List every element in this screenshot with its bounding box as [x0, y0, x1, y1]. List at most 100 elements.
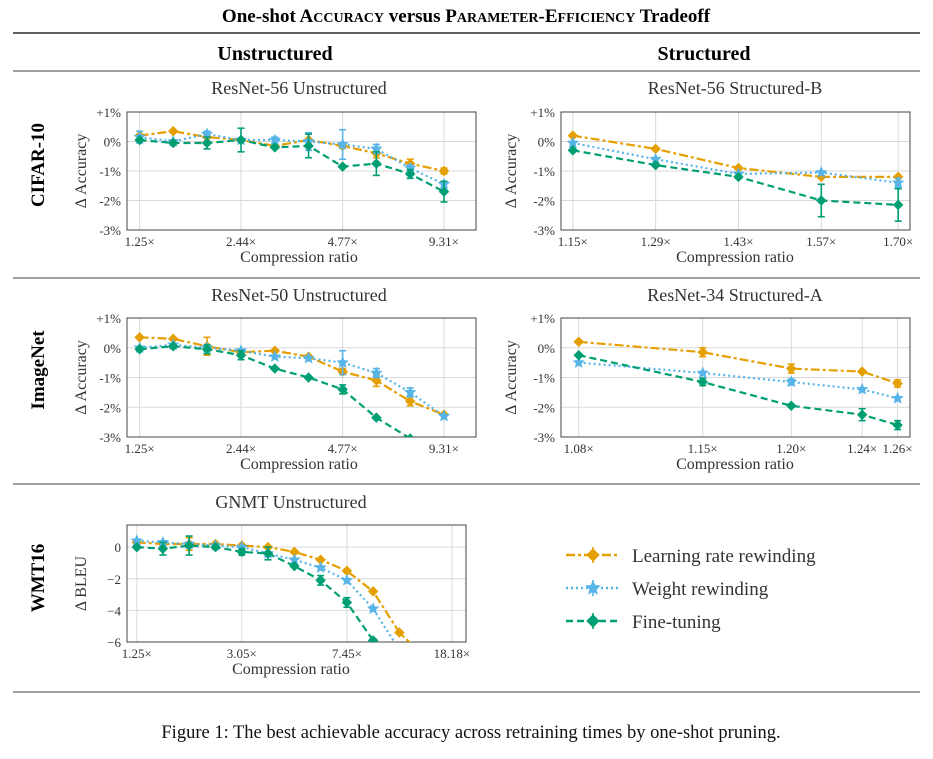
data-point: [650, 143, 661, 155]
data-point: [406, 433, 415, 437]
plot-frame: [560, 317, 911, 438]
x-axis-label: Compression ratio: [240, 456, 358, 473]
data-point: [303, 372, 314, 383]
data-point: [134, 331, 145, 343]
data-point: [269, 363, 281, 374]
y-tick-label: −6: [107, 635, 121, 650]
y-tick-label: −4: [107, 603, 121, 618]
data-point: [314, 561, 327, 574]
data-point: [336, 137, 349, 150]
series-line-1: [136, 541, 411, 642]
data-point: [236, 546, 248, 558]
x-tick-label: 1.57×: [806, 234, 836, 249]
y-tick-label: -2%: [99, 194, 121, 209]
legend-item-1: Learning rate rewinding: [566, 546, 816, 567]
data-point: [269, 142, 281, 153]
x-axis-label: Compression ratio: [232, 661, 350, 678]
data-point: [167, 137, 179, 149]
data-point: [367, 635, 379, 642]
series-line-2: [139, 132, 445, 186]
y-tick-label: 0%: [104, 135, 122, 150]
plot-frame: [126, 524, 467, 643]
legend-item-3: Fine-tuning: [566, 612, 721, 633]
data-point: [268, 350, 282, 363]
data-point: [341, 597, 353, 608]
data-point: [438, 165, 450, 177]
data-point: [697, 376, 709, 388]
legend-label: Learning rate rewinding: [632, 546, 816, 567]
x-axis-label: Compression ratio: [676, 249, 794, 266]
y-tick-label: -2%: [99, 400, 121, 415]
series-line-3: [139, 138, 445, 193]
y-tick-label: 0%: [104, 341, 122, 356]
y-tick-label: -3%: [533, 430, 555, 445]
chart-panel-2: 1.15× 1.29× 1.43× 1.57× 1.70× -3% -2% -1% 0% +1% R…: [503, 78, 913, 266]
x-tick-label: 1.25×: [125, 441, 155, 456]
data-point: [404, 395, 416, 407]
legend-swatch-marker: [585, 579, 601, 595]
data-point: [315, 574, 326, 586]
series-line-3: [578, 354, 898, 427]
data-point: [336, 355, 349, 369]
legend: Learning rate rewinding Weight rewinding F…: [566, 546, 816, 633]
x-tick-label: 9.31×: [429, 234, 459, 249]
data-point: [367, 586, 379, 597]
series-group: [566, 130, 905, 222]
data-point: [201, 343, 213, 355]
y-tick-label: −2: [107, 572, 121, 587]
legend-swatch-marker: [586, 548, 600, 562]
data-point: [134, 134, 145, 146]
chart-panels: 1.25× 2.44× 4.77× 9.31× -3% -2% -1% 0% +1% ResNet…: [73, 78, 913, 679]
x-tick-label: 1.20×: [776, 441, 806, 456]
chart-title: ResNet-56 Structured-B: [648, 78, 822, 98]
plot-frame: [126, 111, 477, 231]
data-point: [421, 653, 431, 663]
data-point: [403, 385, 417, 398]
series-line-2: [572, 141, 899, 184]
legend-swatch-marker: [586, 614, 600, 628]
series-line-1: [139, 336, 445, 416]
x-tick-label: 1.15×: [688, 441, 718, 456]
data-point: [572, 355, 586, 369]
series-group: [130, 534, 431, 679]
data-point: [302, 351, 315, 364]
data-point: [157, 543, 169, 555]
data-point: [696, 366, 710, 379]
x-tick-label: 3.05×: [227, 646, 257, 661]
y-axis-label: Δ BLEU: [73, 555, 90, 611]
data-point: [394, 627, 405, 638]
data-point: [421, 669, 431, 679]
y-tick-label: -3%: [533, 223, 555, 238]
col-header-structured: Structured: [658, 43, 751, 65]
legend-label: Fine-tuning: [632, 612, 721, 633]
data-point: [337, 161, 348, 172]
data-point: [856, 409, 868, 421]
x-tick-label: 18.18×: [434, 646, 471, 661]
chart-title: ResNet-50 Unstructured: [211, 285, 386, 305]
x-tick-label: 1.15×: [558, 234, 588, 249]
y-tick-label: -1%: [533, 371, 555, 386]
plot-frame: [560, 111, 911, 231]
data-point: [366, 602, 380, 615]
x-tick-label: 9.31×: [429, 441, 459, 456]
y-tick-label: -1%: [99, 371, 121, 386]
series-line-1: [139, 130, 445, 173]
x-tick-label: 4.77×: [328, 441, 358, 456]
data-point: [131, 541, 143, 553]
data-point: [892, 419, 903, 431]
data-point: [404, 168, 416, 180]
series-group: [572, 336, 904, 431]
data-point: [856, 366, 868, 377]
x-tick-label: 1.70×: [883, 234, 913, 249]
series-line-2: [136, 539, 396, 642]
data-point: [892, 199, 904, 211]
data-point: [167, 125, 179, 137]
data-point: [650, 159, 661, 171]
data-point: [573, 349, 585, 361]
y-tick-label: 0%: [538, 341, 556, 356]
data-point: [437, 409, 451, 422]
data-point: [785, 363, 797, 374]
y-tick-label: -3%: [99, 430, 121, 445]
data-point: [235, 134, 247, 146]
